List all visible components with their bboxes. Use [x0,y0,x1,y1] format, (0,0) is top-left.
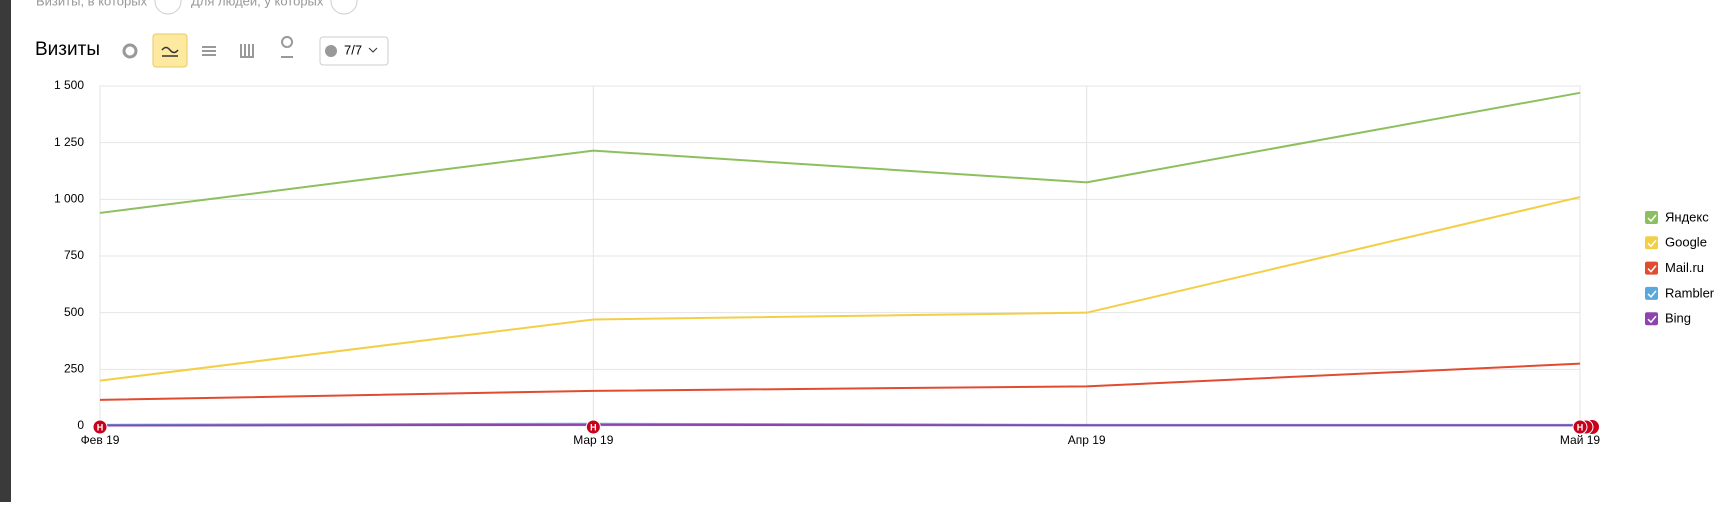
x-tick-label: Мар 19 [573,433,613,447]
annotation-marker [1572,419,1588,435]
comments-button[interactable] [319,36,389,66]
y-tick-label: 750 [64,248,84,262]
line-icon [161,46,179,57]
chart-title: Визиты [35,39,100,60]
y-tick-label: 1 500 [54,78,84,92]
add-filter[interactable] [154,0,182,15]
comment-icon [325,45,337,57]
legend-label: Rambler [1665,285,1715,300]
y-tick-label: 0 [77,418,84,432]
pie-icon[interactable] [122,43,138,59]
y-tick-label: 1 000 [54,192,84,206]
legend-label: Mail.ru [1665,260,1704,275]
filter-label: Визиты, в которых [36,0,148,8]
legend-checkbox [1645,261,1658,275]
dropdown-caret [368,47,378,53]
legend-checkbox [1645,312,1658,326]
legend-check [1647,265,1657,273]
x-tick-label: Май 19 [1560,433,1601,447]
annotation-marker [92,419,108,435]
legend-checkbox [1645,286,1658,300]
legend-check [1647,239,1657,248]
legend-checkbox [1645,236,1658,250]
area-icon[interactable] [202,46,216,56]
legend-label: Bing [1665,311,1691,326]
annotation-marker [585,419,601,435]
legend-checkbox [1645,211,1658,224]
series-line [99,423,1580,427]
comments-count: 7/7 [344,42,362,57]
x-tick-label: Апр 19 [1068,433,1106,447]
annotation-label: Н [1577,422,1584,432]
legend-check [1647,315,1657,324]
legend-check [1647,214,1657,223]
y-tick-label: 500 [64,305,84,319]
series-line [99,362,1581,401]
series-line [99,196,1581,382]
legend-check [1647,290,1657,299]
legend-label: Google [1665,235,1707,250]
add-filter[interactable] [330,0,358,15]
filter-label: Для людей, у которых [191,0,324,8]
annotation-label: Н [97,422,104,432]
series-line [99,91,1581,214]
y-tick-label: 1 250 [54,135,84,149]
annotation-label: Н [590,422,597,432]
y-tick-label: 250 [64,362,84,376]
map-icon[interactable] [281,36,294,58]
x-tick-label: Фев 19 [81,433,120,447]
side-strip [0,0,11,502]
bar-icon[interactable] [240,44,254,58]
legend-label: Яндекс [1665,209,1709,224]
